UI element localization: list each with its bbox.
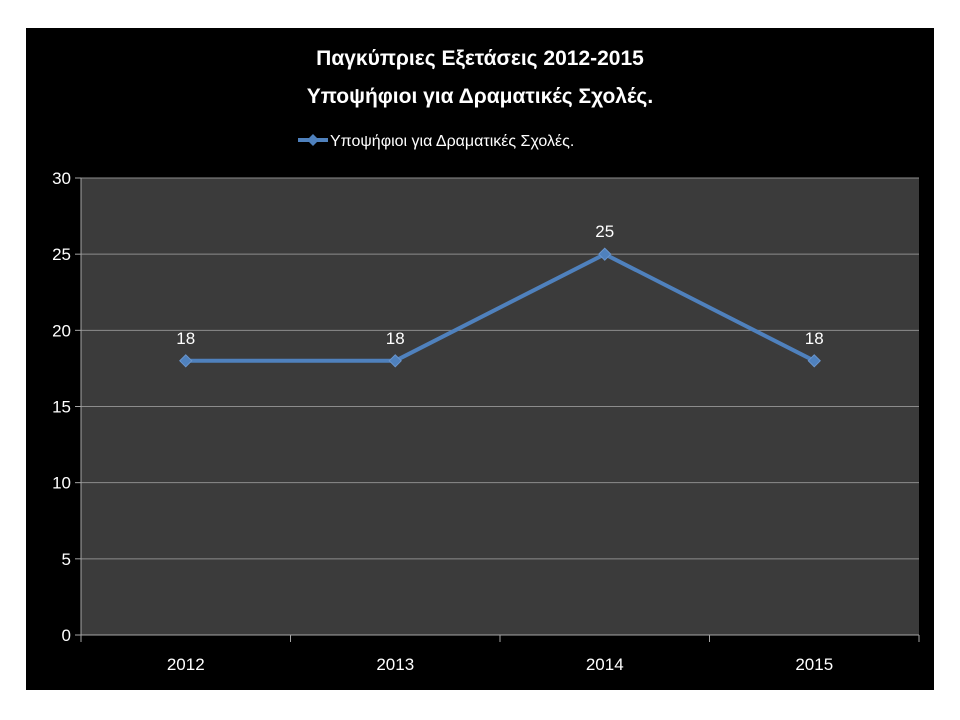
series-line — [185, 252, 816, 363]
line-chart: Παγκύπριες Εξετάσεις 2012-2015 Υποψήφιοι… — [52, 47, 920, 674]
x-tick-label: 2013 — [376, 655, 414, 674]
axes — [75, 177, 920, 642]
data-label: 18 — [176, 329, 195, 348]
legend-marker-icon — [307, 134, 319, 146]
y-tick-label: 25 — [52, 245, 71, 264]
gridlines — [81, 177, 919, 560]
labels-layer: 0 5 10 15 20 25 30 2012 2013 2014 2015 18 18 25 18 — [52, 169, 833, 674]
data-label: 18 — [805, 329, 824, 348]
y-tick-label: 15 — [52, 398, 71, 417]
data-label: 18 — [386, 329, 405, 348]
data-point-marker — [598, 247, 612, 261]
chart-title-line-1: Παγκύπριες Εξετάσεις 2012-2015 — [316, 47, 644, 70]
legend-label: Υποψήφιοι για Δραματικές Σχολές. — [330, 133, 574, 150]
legend: Υποψήφιοι για Δραματικές Σχολές. — [298, 133, 574, 150]
data-point-marker — [807, 354, 821, 368]
y-tick-label: 10 — [52, 474, 71, 493]
y-tick-label: 0 — [62, 626, 71, 645]
data-point-marker — [388, 354, 402, 368]
y-tick-label: 30 — [52, 169, 71, 188]
x-tick-label: 2015 — [795, 655, 833, 674]
data-point-marker — [179, 354, 193, 368]
x-tick-label: 2012 — [167, 655, 205, 674]
chart-frame: Παγκύπριες Εξετάσεις 2012-2015 Υποψήφιοι… — [26, 28, 934, 690]
y-tick-label: 5 — [62, 550, 71, 569]
chart-title-line-2: Υποψήφιοι για Δραματικές Σχολές. — [307, 85, 653, 108]
data-label: 25 — [595, 222, 614, 241]
x-tick-label: 2014 — [586, 655, 624, 674]
series-layer — [179, 247, 821, 368]
y-tick-label: 20 — [52, 321, 71, 340]
